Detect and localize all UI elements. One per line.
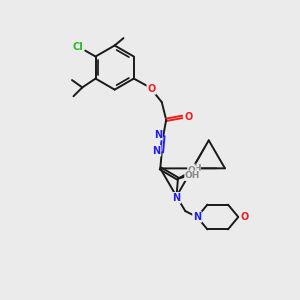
- Text: O: O: [188, 166, 196, 175]
- Text: H: H: [193, 164, 200, 173]
- Text: O: O: [147, 84, 156, 94]
- Text: OH: OH: [185, 171, 200, 180]
- Text: O: O: [184, 112, 192, 122]
- Text: O: O: [240, 212, 248, 222]
- Text: Cl: Cl: [73, 42, 83, 52]
- Text: N: N: [193, 212, 201, 222]
- Text: N: N: [154, 130, 162, 140]
- Text: N: N: [172, 193, 181, 203]
- Text: N: N: [152, 146, 160, 156]
